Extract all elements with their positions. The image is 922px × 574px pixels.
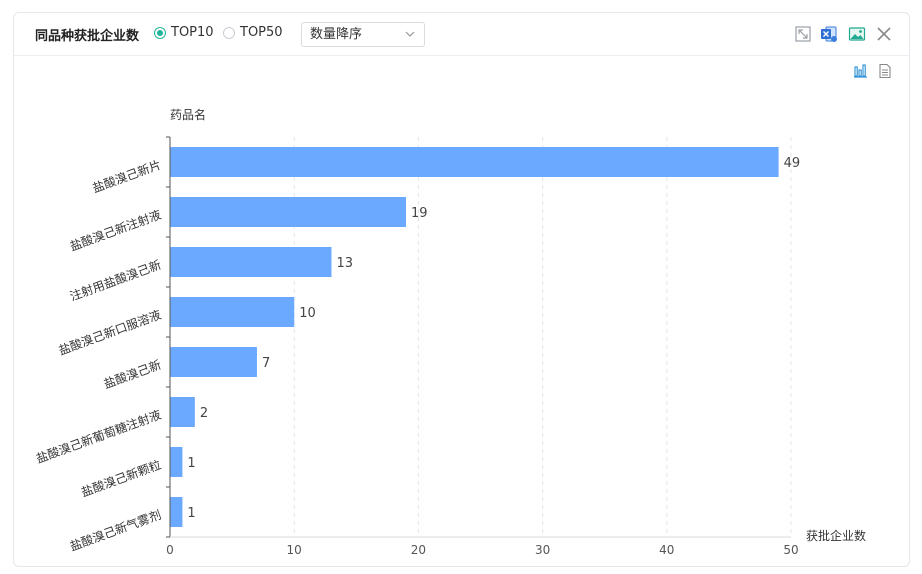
radio-unchecked-icon	[223, 26, 235, 39]
bar-chart-view-icon[interactable]	[852, 63, 868, 79]
chevron-down-icon	[405, 31, 415, 37]
expand-icon[interactable]	[794, 25, 812, 43]
y-tick-label: 盐酸溴己新注射液	[68, 207, 163, 254]
data-label: 1	[187, 506, 195, 521]
y-tick-label: 注射用盐酸溴己新	[68, 257, 163, 304]
data-label: 7	[262, 356, 270, 371]
data-label: 2	[200, 406, 208, 421]
y-tick-label: 盐酸溴己新口服溶液	[56, 307, 163, 358]
data-label: 19	[411, 206, 428, 221]
data-label: 1	[187, 456, 195, 471]
radio-checked-icon	[154, 26, 166, 39]
x-tick-label: 30	[535, 543, 550, 557]
top50-radio[interactable]: TOP50	[223, 25, 283, 40]
top10-label: TOP10	[171, 25, 214, 40]
y-tick-label: 盐酸溴己新颗粒	[79, 457, 163, 500]
top50-label: TOP50	[240, 25, 283, 40]
bar	[170, 197, 406, 227]
bar	[170, 247, 332, 277]
bar	[170, 497, 183, 527]
bar	[170, 397, 195, 427]
x-axis-title: 获批企业数	[806, 528, 866, 543]
bar	[170, 147, 779, 177]
table-view-icon[interactable]	[877, 63, 893, 79]
panel-header: 同品种获批企业数 TOP10 TOP50 数量降序	[14, 13, 909, 56]
y-tick-label: 盐酸溴己新片	[90, 157, 163, 196]
sort-select[interactable]: 数量降序	[301, 22, 425, 47]
excel-export-icon[interactable]	[820, 25, 838, 43]
y-tick-label: 盐酸溴己新	[101, 357, 163, 392]
x-tick-label: 20	[411, 543, 426, 557]
image-export-icon[interactable]	[848, 25, 866, 43]
x-tick-label: 10	[287, 543, 302, 557]
panel-title: 同品种获批企业数	[35, 29, 140, 44]
close-icon[interactable]	[875, 25, 893, 43]
top10-radio[interactable]: TOP10	[154, 25, 214, 40]
y-tick-label: 盐酸溴己新葡萄糖注射液	[34, 407, 163, 466]
x-tick-label: 50	[783, 543, 798, 557]
data-label: 13	[336, 256, 353, 271]
bar	[170, 297, 295, 327]
sort-select-value: 数量降序	[310, 27, 363, 42]
y-tick-label: 盐酸溴己新气雾剂	[68, 507, 163, 554]
data-label: 10	[299, 306, 316, 321]
x-tick-label: 40	[659, 543, 674, 557]
chart-panel: 同品种获批企业数 TOP10 TOP50 数量降序	[13, 12, 910, 567]
y-axis-title: 药品名	[170, 107, 206, 122]
data-label: 49	[784, 156, 801, 171]
x-tick-label: 0	[166, 543, 174, 557]
bar	[170, 447, 183, 477]
bar	[170, 347, 257, 377]
